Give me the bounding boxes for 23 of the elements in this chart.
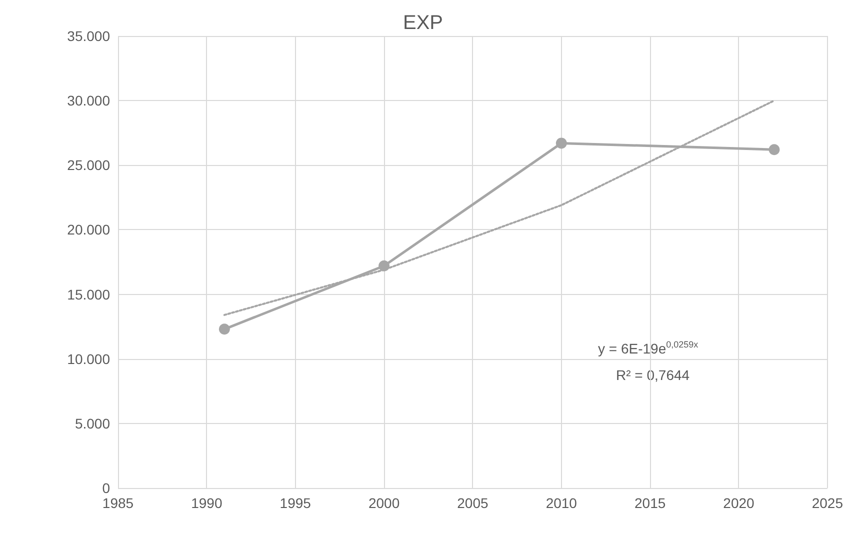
y-tick-label: 0 bbox=[102, 480, 110, 496]
x-tick-label: 1990 bbox=[191, 495, 222, 511]
chart-title: EXP bbox=[402, 12, 444, 34]
y-tick-label: 5.000 bbox=[74, 415, 110, 432]
x-tick-label: 1995 bbox=[280, 495, 312, 511]
point bbox=[768, 144, 780, 156]
x-tick-label: 2010 bbox=[546, 495, 578, 511]
y-tick-label: 20.000 bbox=[67, 222, 110, 238]
y-tick-label: 25.000 bbox=[67, 157, 110, 174]
y-tick-label: 35.000 bbox=[67, 28, 110, 44]
y-tick-label: 10.000 bbox=[67, 350, 110, 367]
x-tick-label: 2015 bbox=[634, 495, 666, 511]
annotation: R² = 0,7644 bbox=[616, 367, 690, 383]
x-tick-label: 2005 bbox=[457, 495, 488, 511]
x-tick-label: 1985 bbox=[102, 495, 134, 511]
point bbox=[378, 260, 390, 272]
y-tick-label: 30.000 bbox=[67, 92, 110, 109]
x-tick-label: 2000 bbox=[368, 495, 400, 511]
point bbox=[218, 324, 230, 335]
x-tick-label: 2020 bbox=[723, 495, 755, 511]
y-tick-label: 15.000 bbox=[67, 286, 110, 302]
x-tick-label: 2025 bbox=[812, 495, 844, 511]
point bbox=[556, 138, 567, 149]
